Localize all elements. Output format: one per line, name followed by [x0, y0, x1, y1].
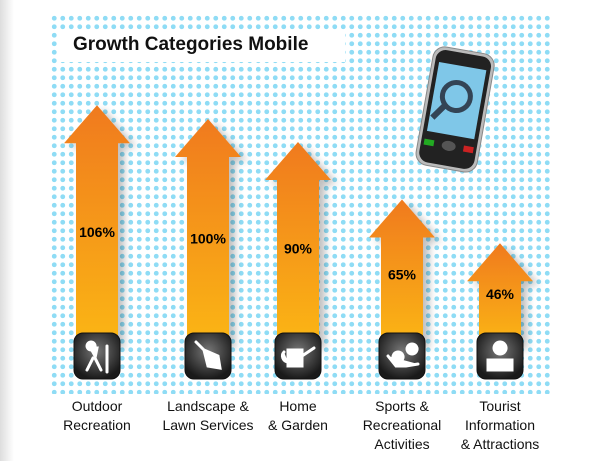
value-label: 106%	[79, 224, 115, 240]
chart-title: Growth Categories Mobile	[73, 34, 309, 55]
arrow-bar	[175, 119, 241, 345]
phone-icon	[415, 46, 495, 173]
page-shadow	[0, 0, 14, 461]
arrow-bar	[369, 199, 435, 345]
value-label: 90%	[284, 241, 313, 257]
arrow-bar	[265, 142, 331, 345]
trowel-icon	[184, 332, 232, 380]
category-label: Tourist Information & Attractions	[460, 398, 540, 452]
tourist-camera-icon	[476, 332, 524, 380]
category-label: Home & Garden	[268, 398, 328, 433]
watering-can-icon	[274, 332, 322, 380]
value-label: 46%	[486, 286, 515, 302]
arrow-bar	[64, 105, 130, 345]
value-label: 65%	[388, 267, 417, 283]
arrow-bar	[467, 243, 533, 345]
category-label: Landscape & Lawn Services	[162, 398, 254, 433]
category-label: Outdoor Recreation	[63, 398, 131, 433]
value-label: 100%	[190, 230, 226, 246]
title-box	[60, 30, 345, 62]
sports-ball-icon	[378, 332, 426, 380]
category-label: Sports & Recreational Activities	[362, 398, 442, 452]
hiker-icon	[73, 332, 121, 380]
